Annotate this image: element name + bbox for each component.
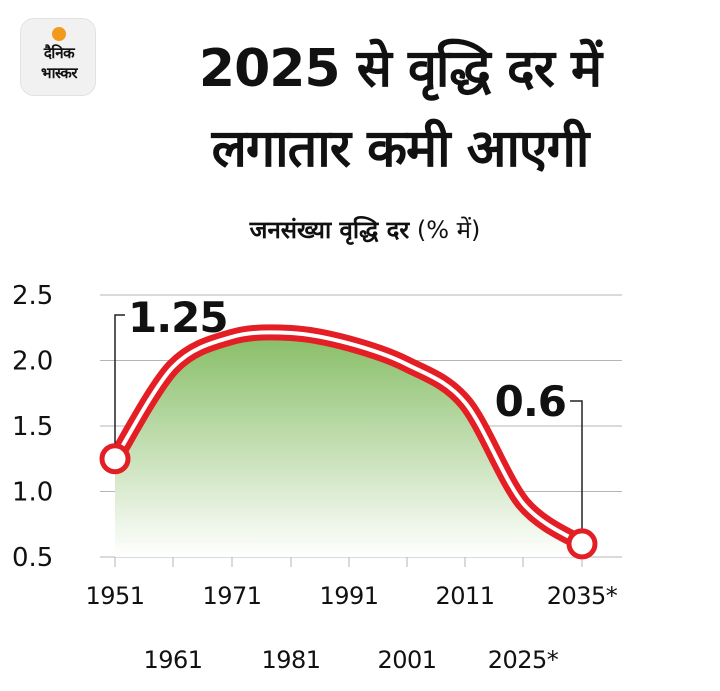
- leader-line-first: [114, 314, 125, 445]
- headline-line-2: लगातार कमी आएगी: [211, 119, 590, 179]
- marker-last-point: [566, 528, 598, 560]
- sun-icon: [52, 27, 66, 41]
- y-tick-label: 0.5: [12, 543, 53, 573]
- x-tick-label: 2011: [435, 582, 494, 610]
- logo-line-2: भास्कर: [41, 64, 77, 82]
- x-tick-label: 1991: [319, 582, 378, 610]
- x-tick-label: 2001: [377, 646, 436, 674]
- marker-first-point: [99, 443, 131, 475]
- headline-line-1: 2025 से वृद्धि दर में: [198, 39, 602, 99]
- y-tick-label: 2.5: [12, 281, 53, 311]
- area-fill: [115, 332, 582, 557]
- line-layer: [107, 324, 590, 552]
- x-tick-label: 2025*: [488, 646, 559, 674]
- subtitle-unit: (% में): [416, 216, 481, 244]
- chart-subtitle: जनसंख्या वृद्धि दर (% में): [200, 215, 530, 245]
- leader-line-last: [570, 400, 583, 530]
- x-tick-label: 1961: [143, 646, 202, 674]
- subtitle-label: जनसंख्या वृद्धि दर: [249, 216, 410, 244]
- y-tick-label: 1.0: [12, 478, 53, 508]
- dainik-bhaskar-logo: दैनिक भास्कर: [20, 18, 96, 96]
- logo-line-1: दैनिक: [43, 44, 75, 62]
- annotation-layer: 1.25 0.6: [99, 293, 598, 560]
- x-tick-label: 1951: [85, 582, 144, 610]
- annotation-last-value: 0.6: [495, 377, 566, 426]
- annotation-first-value: 1.25: [128, 293, 228, 342]
- x-tick-label: 2035*: [547, 582, 618, 610]
- y-tick-label: 2.0: [12, 347, 53, 377]
- y-tick-label: 1.5: [12, 412, 53, 442]
- tick-layer: 0.5 1.0 1.5 2.0 2.5 1951 1961 1971 1981 1991 2001 2…: [12, 281, 618, 674]
- x-tick-label: 1971: [202, 582, 261, 610]
- x-tick-label: 1981: [261, 646, 320, 674]
- series-line-highlight: [113, 330, 584, 546]
- area-layer: [115, 332, 582, 557]
